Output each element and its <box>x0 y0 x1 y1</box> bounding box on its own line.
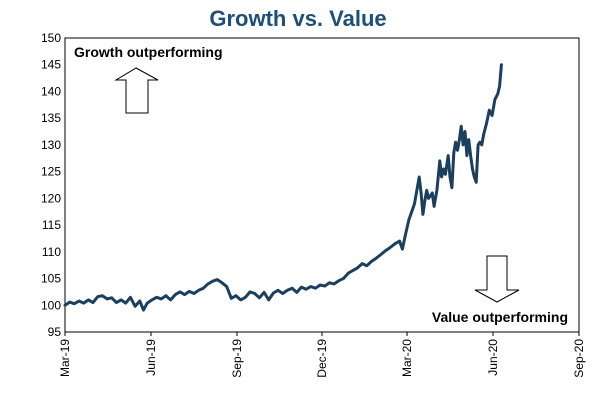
value-outperforming-label: Value outperforming <box>432 309 568 325</box>
y-tick-label: 120 <box>41 191 61 205</box>
x-tick-label: Sep-20 <box>572 339 586 378</box>
growth-outperforming-label: Growth outperforming <box>74 44 223 60</box>
chart-title: Growth vs. Value <box>209 6 386 31</box>
y-tick-label: 130 <box>41 138 61 152</box>
y-tick-label: 115 <box>42 218 61 232</box>
y-tick-label: 105 <box>41 272 61 286</box>
y-tick-label: 150 <box>41 31 61 45</box>
series-line <box>63 63 503 312</box>
down-arrow-icon <box>474 255 520 303</box>
y-axis: 95 100 105 110 115 120 125 130 135 140 145 150 <box>41 31 61 339</box>
x-tick-label: Sep-19 <box>230 339 244 378</box>
x-axis: Mar-19 Jun-19 Sep-19 Dec-19 Mar-20 Jun-20 Sep-… <box>58 332 586 378</box>
y-tick-label: 135 <box>41 111 61 125</box>
series-layer <box>63 63 503 312</box>
x-tick-label: Jun-20 <box>486 339 500 376</box>
up-arrow-icon <box>114 67 159 114</box>
y-tick-label: 125 <box>41 165 61 179</box>
y-tick-label: 95 <box>48 325 62 339</box>
y-tick-label: 110 <box>42 245 61 259</box>
y-tick-label: 100 <box>41 298 61 312</box>
x-tick-label: Jun-19 <box>144 339 158 376</box>
x-tick-label: Mar-20 <box>400 339 414 377</box>
x-tick-label: Mar-19 <box>58 339 72 377</box>
x-tick-label: Dec-19 <box>315 339 329 378</box>
y-tick-label: 145 <box>41 58 61 72</box>
y-tick-label: 140 <box>41 84 61 98</box>
